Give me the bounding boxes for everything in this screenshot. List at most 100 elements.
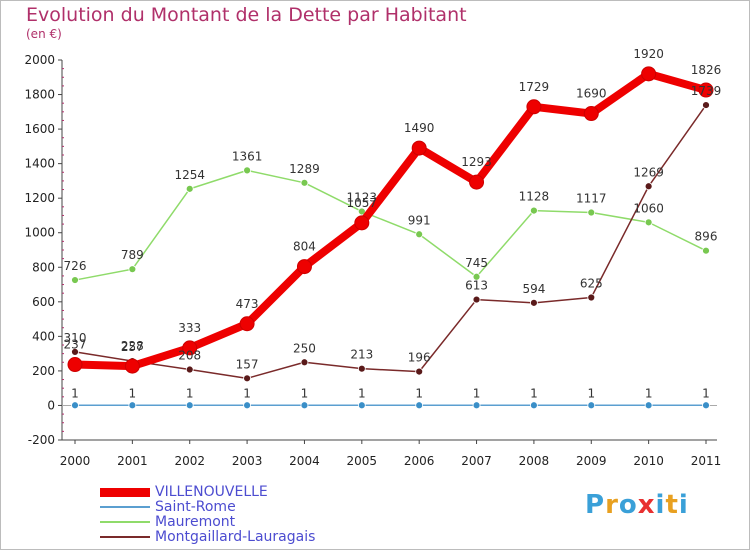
- legend: VILLENOUVELLE Saint-Rome Mauremont Montg…: [100, 484, 380, 545]
- y-tick-label: 1600: [24, 122, 55, 136]
- data-label-2: 1254: [174, 168, 205, 182]
- x-tick-label: 2009: [576, 454, 607, 468]
- data-label-1: 1: [358, 386, 366, 400]
- data-label-2: 1361: [232, 149, 263, 163]
- data-label-2: 896: [695, 230, 718, 244]
- legend-swatch-villenouvelle: [100, 488, 150, 497]
- legend-item-montgaillard-lauragais: Montgaillard-Lauragais: [100, 529, 380, 545]
- x-tick-label: 2000: [60, 454, 91, 468]
- data-point-0: [124, 358, 140, 374]
- data-label-2: 1123: [347, 190, 378, 204]
- data-label-1: 1: [587, 386, 595, 400]
- data-label-2: 789: [121, 248, 144, 262]
- data-label-2: 1060: [633, 201, 664, 215]
- x-tick-label: 2007: [461, 454, 492, 468]
- data-point-0: [526, 99, 542, 115]
- data-point-0: [698, 82, 714, 98]
- x-tick-label: 2011: [691, 454, 722, 468]
- data-label-3: 310: [64, 331, 87, 345]
- data-point-3: [300, 358, 309, 367]
- data-point-3: [702, 101, 710, 109]
- logo-letter: P: [585, 490, 606, 520]
- series-line-0: [74, 69, 708, 371]
- x-tick-label: 2002: [174, 454, 205, 468]
- y-tick-label: 400: [32, 329, 55, 343]
- data-label-0: 1826: [691, 63, 722, 77]
- legend-label-saint-rome: Saint-Rome: [155, 499, 236, 515]
- proxiti-logo: Proxiti: [585, 490, 689, 520]
- data-point-1: [300, 401, 309, 410]
- legend-swatch-mauremont: [100, 521, 150, 523]
- data-point-0: [641, 66, 657, 82]
- legend-item-villenouvelle: VILLENOUVELLE: [100, 484, 380, 500]
- legend-label-mauremont: Mauremont: [155, 514, 236, 530]
- legend-swatch-montgaillard-lauragais: [100, 536, 150, 538]
- data-label-1: 1: [702, 386, 710, 400]
- data-label-1: 1: [186, 386, 194, 400]
- data-label-3: 257: [121, 340, 144, 354]
- data-label-0: 1729: [519, 80, 550, 94]
- data-point-3: [587, 293, 596, 302]
- logo-letter: i: [655, 490, 666, 520]
- logo-letter: t: [665, 490, 679, 520]
- data-point-3: [185, 365, 194, 374]
- data-label-3: 625: [580, 277, 603, 291]
- data-point-2: [300, 178, 309, 187]
- data-label-3: 1739: [691, 84, 722, 98]
- data-label-2: 745: [465, 256, 488, 270]
- data-label-1: 1: [71, 386, 79, 400]
- data-label-0: 1690: [576, 87, 607, 101]
- data-point-2: [71, 276, 79, 284]
- x-tick-label: 2006: [404, 454, 435, 468]
- y-tick-label: 2000: [24, 53, 55, 67]
- data-label-0: 1057: [347, 196, 378, 210]
- data-label-3: 208: [178, 349, 201, 363]
- data-point-2: [587, 208, 596, 217]
- data-label-3: 250: [293, 341, 316, 355]
- data-point-3: [357, 364, 366, 373]
- y-tick-label: 800: [32, 260, 55, 274]
- data-point-0: [67, 357, 83, 373]
- legend-label-montgaillard-lauragais: Montgaillard-Lauragais: [155, 529, 316, 545]
- data-point-2: [702, 246, 710, 255]
- data-point-2: [472, 272, 481, 281]
- data-point-0: [296, 259, 312, 275]
- data-point-0: [354, 215, 370, 231]
- data-label-0: 473: [236, 297, 259, 311]
- y-tick-label: 1000: [24, 226, 55, 240]
- data-label-1: 1: [415, 386, 423, 400]
- legend-item-mauremont: Mauremont: [100, 514, 380, 530]
- data-point-2: [357, 207, 366, 216]
- data-point-1: [644, 401, 653, 410]
- data-point-1: [587, 401, 596, 410]
- data-point-3: [472, 295, 481, 304]
- series-line-3: [74, 104, 707, 380]
- data-point-0: [239, 316, 255, 332]
- data-point-2: [530, 206, 538, 215]
- data-point-1: [472, 401, 481, 410]
- y-tick-label: 1800: [24, 88, 55, 102]
- data-point-1: [185, 401, 194, 410]
- data-label-2: 726: [64, 259, 87, 273]
- data-label-3: 613: [465, 279, 488, 293]
- y-tick-label: 600: [32, 295, 55, 309]
- data-label-3: 1269: [633, 165, 664, 179]
- data-point-0: [583, 106, 599, 122]
- y-tick-label: 1400: [24, 157, 55, 171]
- data-label-0: 333: [178, 321, 201, 335]
- data-point-2: [644, 218, 653, 227]
- data-label-0: 1293: [461, 155, 492, 169]
- data-point-1: [530, 401, 538, 410]
- unit-label: (en €): [26, 27, 62, 41]
- data-point-1: [415, 401, 424, 410]
- logo-letter: r: [605, 490, 619, 520]
- data-label-1: 1: [645, 386, 653, 400]
- x-tick-label: 2001: [117, 454, 148, 468]
- series-line-2: [74, 169, 707, 281]
- data-point-0: [469, 174, 485, 190]
- data-point-3: [243, 374, 251, 383]
- data-label-2: 1128: [519, 190, 550, 204]
- logo-letter: x: [637, 490, 656, 520]
- data-label-0: 1920: [633, 47, 664, 61]
- data-point-1: [243, 401, 251, 410]
